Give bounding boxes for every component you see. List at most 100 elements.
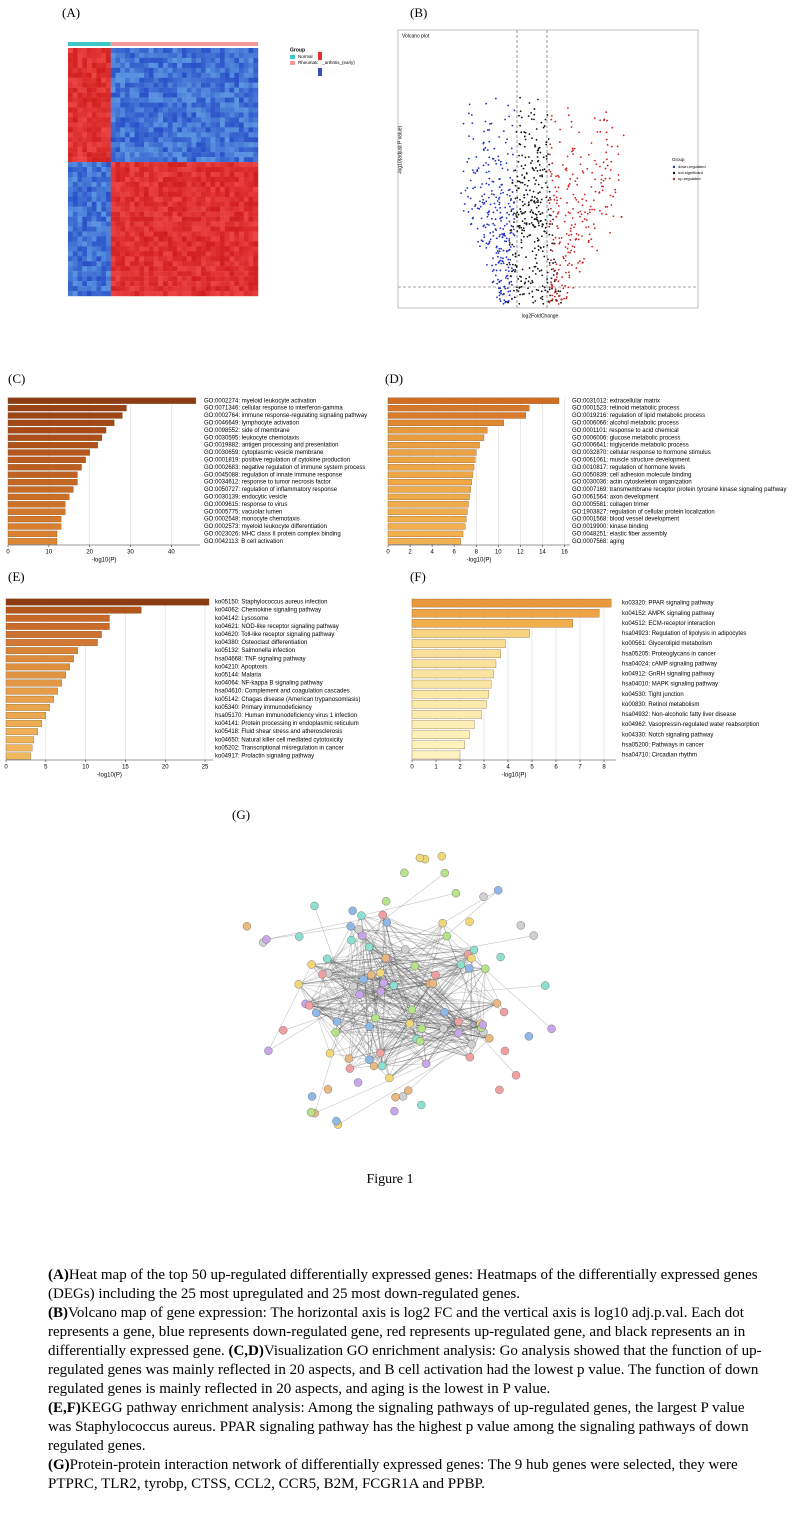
- network-edge: [309, 1005, 484, 1033]
- volcano-point: [484, 120, 487, 123]
- heatmap-cell: [125, 137, 130, 143]
- heatmap-cell: [110, 256, 116, 262]
- heatmap-cell: [68, 112, 73, 118]
- volcano-point: [500, 292, 502, 295]
- volcano-point: [523, 293, 525, 295]
- heatmap-cell: [243, 107, 249, 113]
- volcano-point: [515, 215, 518, 217]
- bar: [5, 598, 210, 606]
- volcano-point: [539, 151, 542, 154]
- network-edge: [393, 985, 413, 1011]
- volcano-point: [497, 252, 500, 254]
- heatmap-cell: [215, 127, 221, 133]
- heatmap-cell: [96, 162, 102, 168]
- volcano-point: [549, 214, 552, 217]
- network-edge: [382, 914, 470, 969]
- volcano-point: [524, 156, 527, 159]
- volcano-point: [541, 174, 543, 177]
- volcano-point: [610, 204, 613, 206]
- volcano-point: [495, 196, 498, 199]
- network-edge: [327, 973, 376, 1019]
- heatmap-cell: [186, 261, 192, 267]
- heatmap-cell: [87, 127, 92, 133]
- volcano-point: [491, 180, 494, 183]
- network-edge: [336, 949, 406, 1022]
- heatmap-cell: [158, 52, 164, 59]
- heatmap-cell: [253, 132, 259, 138]
- heatmap-cell: [205, 142, 211, 148]
- network-node: [325, 1049, 335, 1058]
- network-edge: [425, 968, 486, 1064]
- heatmap-cell: [87, 167, 92, 173]
- heatmap-cell: [125, 147, 130, 153]
- network-edge: [348, 972, 381, 1059]
- heatmap-cell: [182, 167, 187, 173]
- heatmap-cell: [167, 216, 173, 222]
- heatmap-cell: [186, 92, 192, 98]
- volcano-point: [573, 226, 575, 229]
- volcano-point: [519, 198, 521, 201]
- heatmap-cell: [106, 162, 111, 168]
- volcano-point: [555, 190, 558, 193]
- heatmap-cell: [115, 52, 121, 59]
- network-edge: [358, 929, 447, 937]
- bar: [411, 639, 506, 648]
- heatmap-cell: [248, 191, 254, 197]
- heatmap-cell: [153, 122, 159, 128]
- volcano-point: [585, 199, 588, 202]
- heatmap-cell: [234, 48, 240, 54]
- heatmap-cell: [163, 236, 168, 242]
- heatmap-cell: [82, 266, 88, 272]
- heatmap-cell: [191, 147, 197, 153]
- volcano-point: [548, 168, 551, 171]
- heatmap-cell: [253, 67, 259, 73]
- volcano-point: [531, 211, 534, 214]
- heatmap-cell: [158, 236, 164, 242]
- network-edge: [389, 1032, 459, 1079]
- heatmap-cell: [182, 82, 187, 88]
- volcano-point: [541, 298, 544, 301]
- heatmap-cell: [82, 276, 88, 282]
- heatmap-cell: [87, 261, 92, 267]
- heatmap-cell: [239, 77, 244, 83]
- heatmap-cell: [248, 87, 254, 93]
- heatmap-cell: [101, 196, 107, 202]
- heatmap-cell: [220, 112, 225, 118]
- heatmap-cell: [153, 67, 159, 73]
- volcano-point: [581, 261, 584, 264]
- heatmap-cell: [163, 271, 168, 277]
- network-node: [440, 868, 449, 878]
- heatmap-cell: [186, 176, 192, 183]
- category-label: GO:0032870: cellular response to hormone…: [572, 450, 711, 456]
- volcano-point: [603, 119, 605, 122]
- volcano-point: [574, 180, 577, 183]
- heatmap-cell: [125, 157, 130, 163]
- volcano-point: [565, 296, 568, 298]
- volcano-point: [492, 231, 494, 233]
- heatmap-cell: [158, 271, 164, 277]
- heatmap-cell: [243, 181, 249, 188]
- heatmap-cell: [106, 137, 111, 143]
- heatmap-cell: [253, 57, 259, 64]
- heatmap-cell: [163, 142, 168, 148]
- heatmap-cell: [196, 276, 202, 282]
- heatmap-cell: [115, 266, 121, 272]
- heatmap-cell: [125, 201, 130, 207]
- network-edge: [353, 968, 486, 987]
- heatmap-cell: [91, 286, 97, 292]
- volcano-point: [577, 261, 580, 264]
- network-node: [417, 1100, 426, 1110]
- heatmap-cell: [201, 196, 206, 202]
- heatmap-cell: [77, 221, 83, 227]
- heatmap-cell: [87, 211, 92, 217]
- volcano-point: [535, 218, 538, 221]
- heatmap-cell: [196, 226, 202, 232]
- volcano-point: [502, 257, 504, 260]
- heatmap-cell: [248, 102, 254, 108]
- category-label: GO:0006006: glucose metabolic process: [572, 435, 680, 441]
- network-edge: [373, 1003, 498, 1067]
- volcano-point: [548, 163, 551, 166]
- heatmap-cell: [229, 221, 235, 227]
- heatmap-cell: [96, 102, 102, 108]
- heatmap-cell: [239, 127, 244, 133]
